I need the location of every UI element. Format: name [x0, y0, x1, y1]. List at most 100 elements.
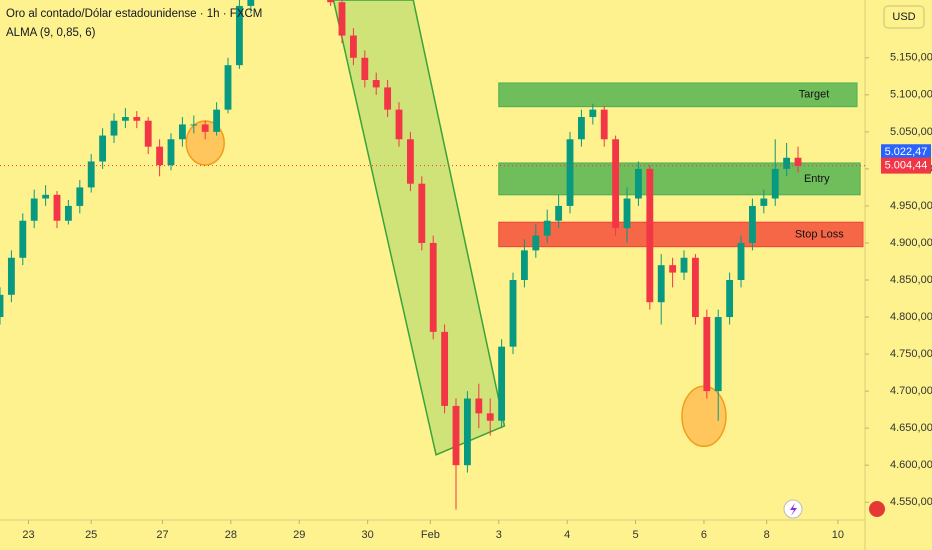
highlight-circle [681, 385, 727, 448]
candle-body [201, 124, 209, 132]
candle-body [520, 250, 528, 280]
candle-body [178, 124, 186, 140]
candle-body [600, 109, 608, 140]
candle-body [53, 194, 61, 221]
candle-body [692, 257, 699, 318]
candle-body [133, 117, 141, 121]
candle-body [646, 168, 654, 303]
currency-label[interactable]: USD [892, 11, 915, 23]
candle-body [213, 109, 221, 132]
candle-body [190, 124, 198, 126]
candle-body [76, 187, 84, 206]
y-tick-label: 4.700,00 [890, 385, 932, 397]
candle-body [577, 117, 585, 140]
candle-body [99, 135, 107, 162]
y-tick-label: 4.550,00 [890, 496, 932, 508]
zone-label: Stop Loss [795, 228, 844, 240]
indicator-label: ALMA (9, 0,85, 6) [6, 27, 96, 39]
candle-body [0, 294, 4, 318]
y-tick-label: 4.900,00 [890, 237, 932, 249]
y-tick-label: 4.800,00 [890, 311, 932, 323]
price-tag [881, 144, 931, 161]
x-tick-label: 6 [701, 529, 707, 541]
currency-button[interactable] [883, 5, 925, 29]
x-tick-label: 10 [832, 529, 844, 541]
candle-body [794, 157, 802, 166]
candle-body [429, 242, 437, 332]
y-tick-label: 4.850,00 [890, 274, 932, 286]
price-tag-label: 5.022,47 [885, 146, 928, 158]
candle-body [235, 5, 243, 66]
candle-body [680, 257, 688, 273]
candle-body [509, 280, 517, 347]
candle-body [247, 0, 255, 6]
zone-label: Target [799, 89, 830, 101]
x-tick-label: 3 [496, 529, 502, 541]
x-tick-label: 25 [85, 529, 97, 541]
candle-body [612, 139, 620, 229]
x-tick-label: 8 [764, 529, 770, 541]
candle-body [726, 280, 734, 318]
candle-body [224, 65, 232, 110]
candle-body [42, 194, 50, 199]
x-tick-label: 28 [225, 529, 237, 541]
candle-body [498, 346, 506, 421]
x-tick-label: 5 [633, 529, 639, 541]
candle-body [749, 205, 756, 243]
candle-body [87, 161, 95, 188]
candle-body [156, 146, 164, 166]
candle-body [121, 117, 129, 121]
candle-body [418, 183, 426, 243]
y-tick-label: 4.750,00 [890, 348, 932, 360]
candle-body [395, 109, 403, 140]
candle-body [589, 109, 597, 118]
candle-body [532, 235, 540, 251]
price-tag-label: 5.004,44 [885, 160, 928, 172]
candle-body [19, 220, 27, 258]
y-tick-label: 5.150,00 [890, 52, 932, 64]
candle-body [441, 331, 449, 406]
x-tick-label: 4 [564, 529, 570, 541]
candle-body [703, 317, 711, 392]
candle-body [384, 87, 392, 110]
candle-body [327, 0, 335, 3]
candle-body [167, 139, 175, 166]
y-tick-label: 4.950,00 [890, 200, 932, 212]
candle-body [406, 139, 414, 184]
x-tick-label: 23 [22, 529, 34, 541]
candle-body [657, 265, 665, 303]
candle-body [349, 35, 357, 58]
flag-icon[interactable] [869, 501, 885, 517]
candle-body [771, 168, 779, 199]
candle-body [475, 398, 483, 414]
candle-body [110, 120, 118, 136]
candle-body [714, 317, 722, 392]
zone-box [498, 221, 864, 248]
candle-body [452, 405, 460, 466]
candle-body [30, 198, 38, 221]
event-icon-glyph [790, 503, 797, 516]
y-tick-label: 4.650,00 [890, 422, 932, 434]
candle-body [623, 198, 631, 229]
y-tick-label: 5.050,00 [890, 126, 932, 138]
x-tick-label: 27 [156, 529, 168, 541]
plot-area: Target Entry Stop Loss [0, 0, 864, 510]
x-tick-label: 30 [362, 529, 374, 541]
x-tick-label: 29 [293, 529, 305, 541]
candle-body [760, 198, 768, 206]
candle-body [64, 205, 72, 221]
candle-body [669, 265, 677, 273]
zone-box [498, 162, 861, 196]
candle-body [634, 168, 642, 199]
candle-body [372, 80, 380, 88]
y-tick-label: 4.600,00 [890, 459, 932, 471]
candle-body [783, 157, 791, 169]
candle-body [486, 413, 494, 421]
price-tag [881, 157, 931, 174]
x-tick-label: Feb [421, 529, 440, 541]
zone-box [498, 82, 858, 108]
zone-label: Entry [804, 173, 830, 185]
candle-body [543, 220, 551, 236]
